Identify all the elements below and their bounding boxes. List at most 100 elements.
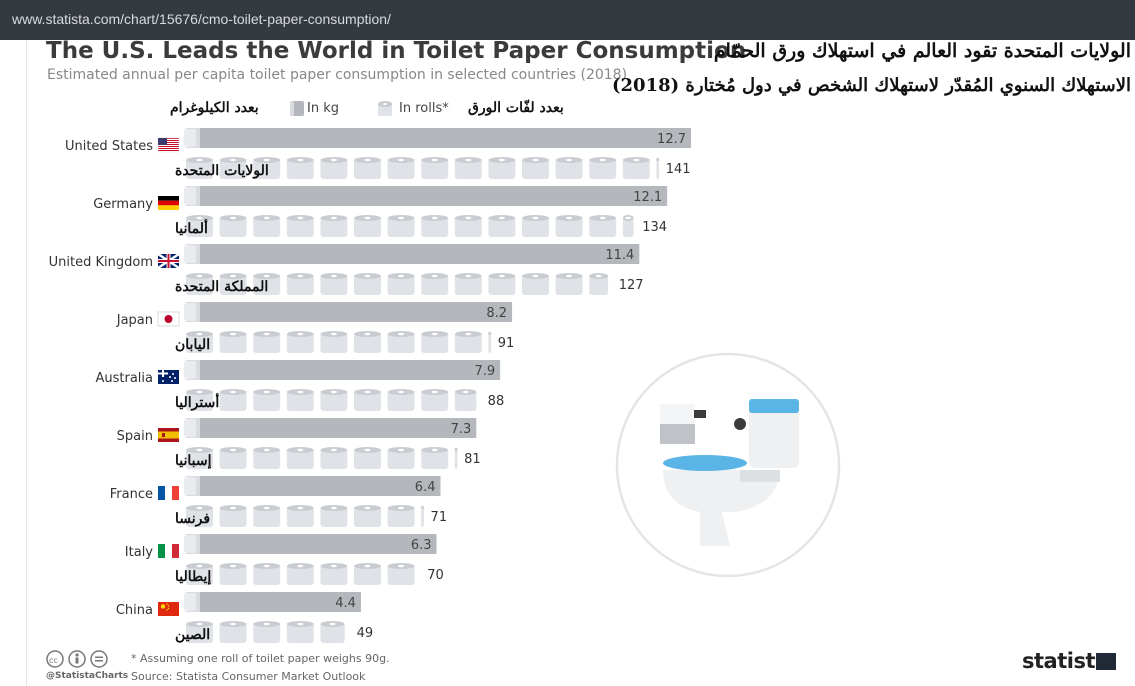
roll-icon [253, 507, 281, 527]
roll-icon-core [196, 274, 203, 278]
roll-icon-core [330, 274, 337, 278]
roll-icon [253, 217, 281, 237]
roll-icon [320, 391, 348, 411]
toilet-icon [615, 352, 841, 578]
rolls-value-label: 127 [619, 278, 644, 293]
kg-bar [186, 360, 501, 380]
kg-bar [186, 128, 691, 148]
kg-value-label: 12.7 [657, 132, 686, 147]
kg-bar-roll-icon [184, 419, 196, 437]
rolls-value-label: 71 [431, 510, 448, 525]
statista-logo-icon[interactable] [1096, 653, 1116, 670]
kg-bar-roll-icon [184, 361, 196, 379]
roll-icon-core [364, 448, 371, 452]
roll-icon [354, 159, 381, 179]
roll-icon [320, 449, 348, 469]
roll-icon-core [398, 564, 405, 568]
china-flag-icon [158, 602, 179, 616]
url-text[interactable]: www.statista.com/chart/15676/cmo-toilet-… [12, 11, 391, 27]
country-label: Australia [95, 371, 153, 386]
roll-icon [555, 159, 583, 179]
kg-bar [186, 476, 441, 496]
roll-icon-core [398, 158, 405, 162]
roll-icon [354, 333, 381, 353]
france-flag-icon [158, 486, 179, 500]
uk-flag-icon [157, 252, 180, 270]
roll-icon-core [230, 390, 237, 394]
kg-bar-roll-icon [184, 535, 196, 553]
roll-icon-core [431, 332, 438, 336]
roll-icon [454, 449, 458, 469]
kg-bar [186, 534, 437, 554]
rolls-value-label: 141 [666, 162, 691, 177]
roll-icon-core [230, 216, 237, 220]
statista-logo[interactable]: statista [1022, 649, 1109, 673]
rolls-value-label: 49 [357, 626, 374, 641]
roll-icon [454, 391, 477, 411]
roll-icon [186, 391, 213, 411]
country-label: Italy [125, 545, 154, 560]
roll-icon-core [196, 332, 203, 336]
roll-icon [387, 507, 415, 527]
browser-address-bar[interactable]: www.statista.com/chart/15676/cmo-toilet-… [0, 0, 1135, 40]
country-label: United Kingdom [49, 255, 153, 270]
roll-icon-core [196, 448, 203, 452]
japan-flag-icon [157, 311, 180, 327]
kg-value-label: 6.3 [411, 538, 432, 553]
roll-icon [387, 159, 415, 179]
roll-icon [219, 565, 247, 585]
roll-icon-core [364, 158, 371, 162]
kg-bar-roll-icon [184, 187, 196, 205]
roll-icon [320, 275, 348, 295]
roll-icon-core [498, 216, 505, 220]
roll-icon-core [330, 158, 337, 162]
roll-icon [253, 391, 281, 411]
rolls-value-label: 91 [498, 336, 515, 351]
roll-icon-core [196, 622, 203, 626]
kg-bar [186, 186, 668, 206]
nd-icon [90, 650, 108, 668]
roll-icon-core [297, 448, 304, 452]
kg-bar [186, 418, 477, 438]
roll-icon-core [465, 216, 472, 220]
roll-icon-core [498, 274, 505, 278]
kg-bar [186, 592, 361, 612]
roll-icon [253, 275, 281, 295]
roll-icon-core [297, 216, 304, 220]
roll-icon-core [398, 274, 405, 278]
roll-icon [320, 623, 345, 643]
roll-icon [219, 623, 247, 643]
roll-icon-core [398, 332, 405, 336]
chart-title-ar: الولايات المتحدة تقود العالم في استهلاك … [713, 40, 1131, 62]
kg-bar-roll-icon [184, 303, 196, 321]
roll-icon-core [566, 216, 573, 220]
roll-icon [219, 217, 247, 237]
legend-kg: In kg [307, 101, 339, 116]
roll-icon [622, 217, 634, 237]
roll-icon-core [230, 564, 237, 568]
by-icon [68, 650, 86, 668]
roll-icon [253, 333, 281, 353]
roll-icon-core [230, 506, 237, 510]
roll-icon [286, 333, 314, 353]
roll-icon [488, 333, 492, 353]
roll-icon [186, 623, 213, 643]
roll-icon-core [532, 158, 539, 162]
roll-icon [320, 565, 348, 585]
roll-icon [555, 217, 583, 237]
kg-value-label: 7.3 [451, 422, 472, 437]
roll-icon-core [297, 390, 304, 394]
country-label-ar: المملكة المتحدة [175, 279, 268, 295]
roll-icon [454, 275, 482, 295]
roll-icon-core [566, 274, 573, 278]
roll-icon [488, 159, 516, 179]
country-label-ar: إسبانيا [175, 453, 212, 470]
roll-icon-core [364, 564, 371, 568]
rolls-value-label: 134 [642, 220, 667, 235]
roll-icon-core [498, 158, 505, 162]
roll-icon [286, 507, 314, 527]
roll-icon [387, 449, 415, 469]
roll-icon [253, 623, 281, 643]
country-label-ar: أستراليا [175, 392, 219, 411]
roll-icon-core [431, 448, 438, 452]
